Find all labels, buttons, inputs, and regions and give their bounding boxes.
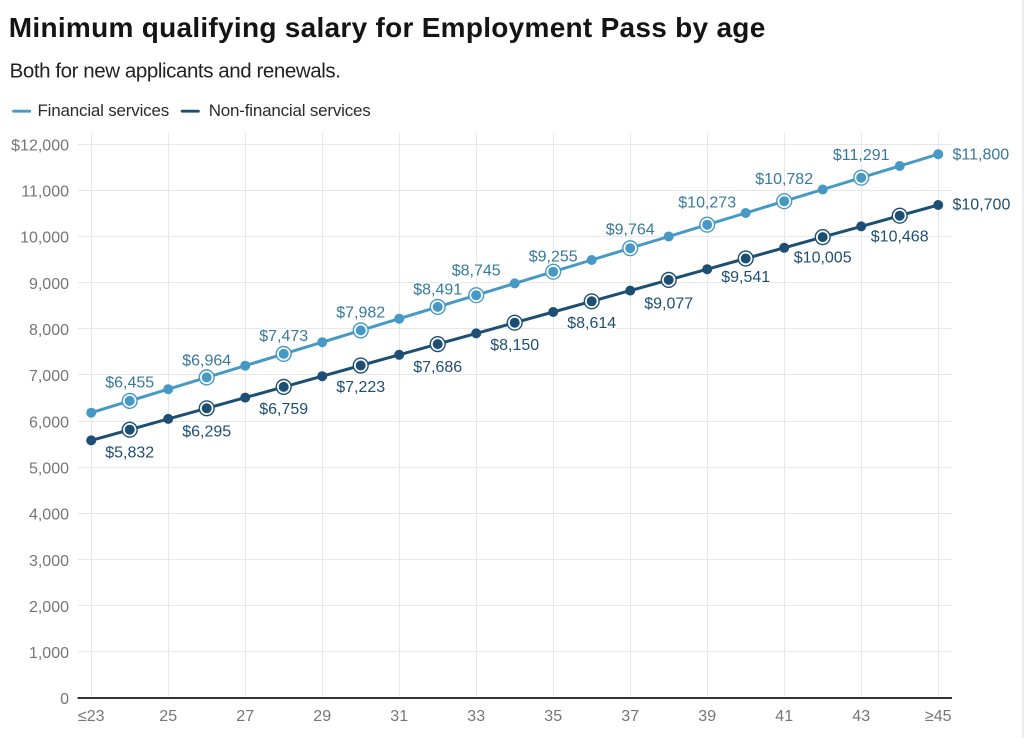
- svg-text:$9,255: $9,255: [529, 249, 578, 266]
- svg-text:$11,291: $11,291: [833, 147, 890, 164]
- svg-text:8,000: 8,000: [29, 322, 69, 339]
- svg-text:41: 41: [775, 708, 793, 725]
- svg-text:$9,077: $9,077: [644, 295, 693, 312]
- svg-text:≤23: ≤23: [78, 708, 105, 725]
- svg-text:$8,745: $8,745: [452, 262, 501, 279]
- svg-text:35: 35: [544, 708, 562, 725]
- svg-text:3,000: 3,000: [29, 553, 69, 570]
- svg-text:11,000: 11,000: [21, 184, 69, 201]
- svg-text:2,000: 2,000: [29, 599, 69, 616]
- svg-text:$8,150: $8,150: [490, 337, 539, 354]
- svg-text:$6,759: $6,759: [259, 401, 308, 418]
- svg-text:39: 39: [698, 708, 716, 725]
- svg-text:$6,455: $6,455: [105, 375, 154, 392]
- svg-text:$7,223: $7,223: [336, 379, 385, 396]
- svg-text:$7,982: $7,982: [336, 304, 385, 321]
- svg-text:6,000: 6,000: [29, 414, 69, 431]
- svg-text:7,000: 7,000: [29, 368, 69, 385]
- svg-text:Minimum qualifying salary for: Minimum qualifying salary for Employment…: [9, 12, 766, 43]
- svg-text:$10,468: $10,468: [871, 229, 929, 246]
- svg-text:$10,273: $10,273: [678, 194, 736, 211]
- svg-text:$8,491: $8,491: [413, 281, 462, 298]
- svg-text:≥45: ≥45: [925, 708, 952, 725]
- svg-text:25: 25: [159, 708, 177, 725]
- svg-text:$9,764: $9,764: [606, 222, 655, 239]
- svg-text:$10,005: $10,005: [794, 250, 852, 267]
- svg-text:$6,964: $6,964: [182, 352, 231, 369]
- svg-text:4,000: 4,000: [29, 507, 69, 524]
- svg-text:$12,000: $12,000: [11, 137, 69, 154]
- svg-text:31: 31: [390, 708, 408, 725]
- svg-text:Non-financial services: Non-financial services: [209, 101, 371, 120]
- svg-text:Both for new applicants and re: Both for new applicants and renewals.: [10, 60, 341, 83]
- svg-text:$5,832: $5,832: [105, 445, 154, 462]
- svg-text:1,000: 1,000: [29, 645, 69, 662]
- svg-text:10,000: 10,000: [20, 230, 69, 247]
- svg-text:37: 37: [621, 708, 639, 725]
- svg-text:27: 27: [236, 708, 254, 725]
- svg-text:9,000: 9,000: [29, 276, 69, 293]
- svg-text:43: 43: [852, 708, 870, 725]
- svg-text:29: 29: [313, 708, 331, 725]
- svg-text:Financial services: Financial services: [38, 101, 170, 120]
- svg-text:$10,782: $10,782: [755, 171, 813, 188]
- svg-text:0: 0: [60, 691, 69, 708]
- svg-text:33: 33: [467, 708, 485, 725]
- svg-text:$9,541: $9,541: [721, 269, 770, 286]
- svg-text:$6,295: $6,295: [182, 423, 231, 440]
- svg-text:5,000: 5,000: [29, 460, 69, 477]
- svg-text:$8,614: $8,614: [567, 315, 616, 332]
- svg-text:$10,700: $10,700: [953, 196, 1011, 213]
- svg-text:$11,800: $11,800: [953, 146, 1010, 163]
- svg-text:$7,473: $7,473: [259, 328, 308, 345]
- svg-text:$7,686: $7,686: [413, 359, 462, 376]
